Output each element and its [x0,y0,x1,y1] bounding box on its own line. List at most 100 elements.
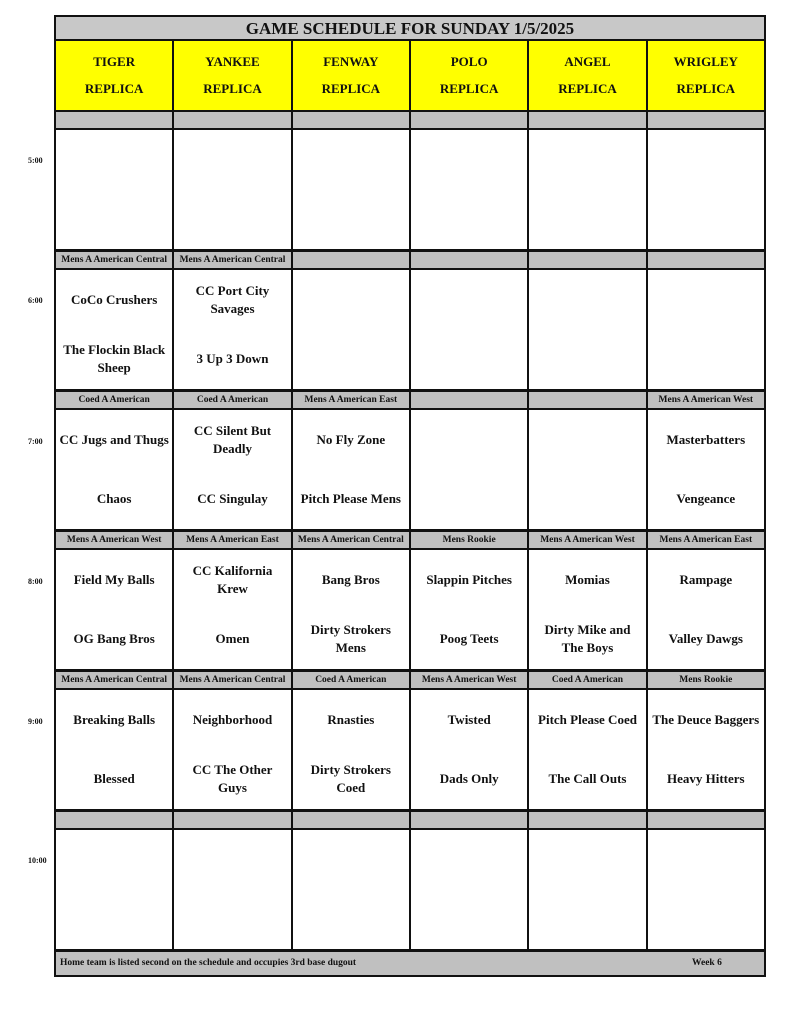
division-label: Mens A American West [410,672,530,690]
field-name-line: YANKEE [205,54,260,70]
home-team: Dads Only [439,771,499,787]
home-team [529,890,645,950]
division-label: Mens A American Central [292,532,411,550]
division-row [54,812,766,830]
away-team [411,270,527,330]
home-team [648,890,764,950]
home-team: CC The Other Guys [192,762,273,796]
game-cell: Momias Dirty Mike and The Boys [529,550,648,672]
game-cell [292,830,411,952]
time-label: 9:00 [28,717,43,726]
field-header-row: TIGER REPLICA YANKEE REPLICA FENWAY REPLICA PO… [54,41,766,112]
time-label: 6:00 [28,296,43,305]
home-team: The Flockin Black Sheep [63,342,166,376]
division-label [529,112,648,130]
away-team [648,130,764,190]
away-team [648,270,764,330]
game-cell: CC Kalifornia Krew Omen [174,550,293,672]
field-name-line: REPLICA [203,80,262,96]
division-row: Mens A American Central Mens A American C… [54,672,766,690]
game-cell [529,830,648,952]
home-team [411,190,527,250]
division-label: Mens A American West [56,532,175,550]
game-cell [292,130,411,252]
time-label: 10:00 [28,856,47,865]
home-team: Vengeance [676,491,736,507]
away-team [411,410,527,470]
game-cell [529,410,648,532]
field-header: ANGEL REPLICA [529,41,648,112]
division-label [56,812,175,830]
game-cell [410,410,530,532]
away-team [293,270,409,330]
division-label [174,812,293,830]
field-name-line: REPLICA [676,80,736,96]
home-team: Omen [215,631,250,647]
away-team: Masterbatters [666,431,746,447]
time-slot-row: Field My Balls OG Bang Bros CC Kalifornia … [54,550,766,672]
game-cell [56,830,175,952]
game-cell: Field My Balls OG Bang Bros [56,550,175,672]
field-header: FENWAY REPLICA [292,41,411,112]
schedule-title: GAME SCHEDULE FOR SUNDAY 1/5/2025 [54,15,766,41]
game-cell [410,270,530,392]
away-team: CC Silent But Deadly [193,422,272,456]
game-cell: CC Silent But Deadly CC Singulay [174,410,293,532]
field-header: POLO REPLICA [410,41,530,112]
away-team [174,130,290,190]
time-label: 5:00 [28,156,43,165]
division-label [647,252,766,270]
game-cell [410,130,530,252]
time-slot-row: Breaking Balls Blessed Neighborhood CC The … [54,690,766,812]
home-team: Chaos [96,491,132,507]
division-row: Mens A American Central Mens A American C… [54,252,766,270]
away-team: No Fly Zone [316,431,386,447]
away-team: Twisted [447,711,491,727]
game-cell: Bang Bros Dirty Strokers Mens [292,550,411,672]
home-team: OG Bang Bros [73,631,155,647]
division-label [292,252,411,270]
division-label [174,112,293,130]
home-team: Valley Dawgs [668,631,743,647]
time-slot-row: CoCo Crushers The Flockin Black Sheep CC P… [54,270,766,392]
away-team: CoCo Crushers [71,291,158,307]
field-name-line: WRIGLEY [673,54,738,70]
away-team: Slappin Pitches [426,571,512,587]
division-label: Coed A American [529,672,648,690]
home-team [174,190,290,250]
field-header: TIGER REPLICA [56,41,175,112]
away-team [293,130,409,190]
week-label: Week 6 [692,958,722,968]
game-cell [647,270,766,392]
away-team: The Deuce Baggers [652,711,760,727]
division-label [410,392,530,410]
away-team: Neighborhood [192,711,273,727]
division-label [410,252,530,270]
division-label: Coed A American [56,392,175,410]
division-label: Mens A American Central [174,252,293,270]
away-team: Rampage [679,571,733,587]
home-team: Poog Teets [439,631,499,647]
division-label [56,112,175,130]
schedule-sheet: GAME SCHEDULE FOR SUNDAY 1/5/2025 TIGER R… [54,15,766,977]
game-cell: Masterbatters Vengeance [647,410,766,532]
division-label [529,252,648,270]
away-team: Momias [565,571,610,587]
division-label: Mens A American East [292,392,411,410]
game-cell [56,130,175,252]
division-label [647,112,766,130]
home-team [293,890,409,950]
game-cell: No Fly Zone Pitch Please Mens [292,410,411,532]
home-team [411,330,527,390]
footer-note: Home team is listed second on the schedu… [60,958,357,968]
home-team: 3 Up 3 Down [196,351,269,367]
division-label: Mens Rookie [410,532,530,550]
division-label: Mens A American West [529,532,648,550]
division-label: Mens A American Central [56,252,175,270]
field-name-line: TIGER [93,54,136,70]
home-team [174,890,290,950]
away-team [411,130,527,190]
away-team [648,830,764,890]
division-row: Mens A American West Mens A American East… [54,532,766,550]
field-name-line: FENWAY [323,54,379,70]
